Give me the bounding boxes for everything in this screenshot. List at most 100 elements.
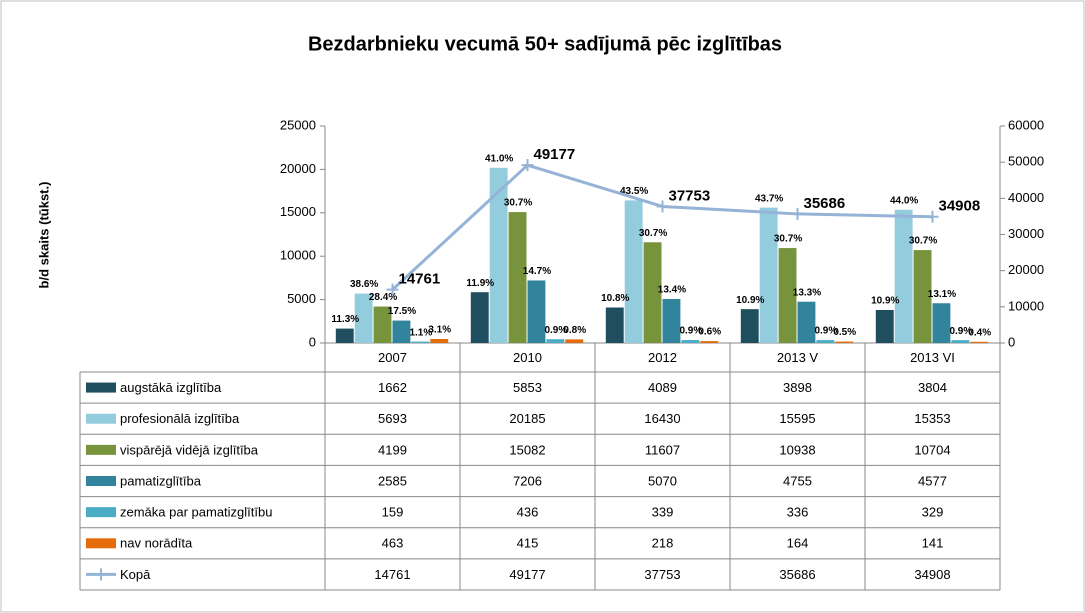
line-marker bbox=[386, 283, 399, 296]
table-cell: 15353 bbox=[914, 411, 950, 426]
legend-swatch bbox=[95, 568, 107, 581]
share-label: 14.7% bbox=[523, 266, 551, 277]
share-label: 3.1% bbox=[428, 325, 451, 336]
legend-label: profesionālā izglītība bbox=[120, 411, 240, 426]
bar bbox=[373, 306, 392, 343]
table-cell: 1662 bbox=[378, 380, 407, 395]
line-marker bbox=[791, 207, 804, 220]
share-label: 11.3% bbox=[331, 314, 359, 325]
table-cell: 11607 bbox=[645, 442, 680, 457]
table-cell: 4755 bbox=[783, 473, 812, 488]
share-label: 44.0% bbox=[890, 195, 918, 206]
table-cell: 3804 bbox=[918, 380, 947, 395]
share-label: 0.9% bbox=[679, 326, 702, 337]
bar bbox=[624, 200, 643, 343]
table-cell: 37753 bbox=[644, 567, 680, 582]
bar bbox=[875, 309, 894, 343]
bar bbox=[546, 339, 565, 343]
legend-swatch bbox=[86, 507, 116, 518]
share-label: 30.7% bbox=[504, 198, 532, 209]
legend-label: vispārējā vidējā izglītība bbox=[120, 442, 259, 457]
line-marker bbox=[521, 159, 534, 172]
table-cell: 141 bbox=[922, 536, 944, 551]
bar bbox=[894, 209, 913, 343]
line-marker bbox=[926, 210, 939, 223]
share-label: 0.9% bbox=[949, 326, 972, 337]
table-cell: 2585 bbox=[378, 473, 407, 488]
y-axis-label: b/d skaits (tūkst.) bbox=[36, 182, 51, 289]
bar bbox=[354, 293, 373, 343]
share-label: 30.7% bbox=[909, 236, 937, 247]
bar bbox=[740, 309, 759, 343]
share-label: 13.4% bbox=[658, 285, 686, 296]
bar bbox=[759, 207, 778, 343]
table-cell: 15082 bbox=[509, 442, 545, 457]
share-label: 0.4% bbox=[968, 327, 991, 338]
table-cell: 5853 bbox=[513, 380, 542, 395]
bar bbox=[913, 250, 932, 343]
y2-tick-label: 50000 bbox=[1008, 154, 1044, 169]
share-label: 0.5% bbox=[833, 327, 856, 338]
line-value-label: 14761 bbox=[399, 271, 441, 288]
bar bbox=[932, 303, 951, 343]
y2-tick-label: 30000 bbox=[1008, 226, 1044, 241]
share-label: 10.9% bbox=[736, 295, 764, 306]
table-cell: 7206 bbox=[513, 473, 542, 488]
x-tick-label: 2013 VI bbox=[910, 350, 955, 365]
table-cell: 10704 bbox=[914, 442, 950, 457]
bar bbox=[643, 242, 662, 343]
bar bbox=[527, 280, 546, 343]
table-cell: 4089 bbox=[648, 380, 677, 395]
legend-label: nav norādīta bbox=[120, 536, 193, 551]
table-cell: 339 bbox=[652, 505, 674, 520]
table-cell: 218 bbox=[652, 536, 674, 551]
bar bbox=[489, 167, 508, 343]
legend-swatch bbox=[86, 476, 116, 486]
share-label: 0.6% bbox=[698, 327, 721, 338]
line-value-label: 37753 bbox=[669, 187, 711, 204]
table-cell: 4199 bbox=[378, 442, 407, 457]
legend-label: zemāka par pamatizglītību bbox=[120, 505, 272, 520]
share-label: 41.0% bbox=[485, 153, 513, 164]
y2-tick-label: 40000 bbox=[1008, 190, 1044, 205]
bar bbox=[605, 307, 624, 343]
share-label: 43.7% bbox=[755, 193, 783, 204]
bar bbox=[392, 320, 411, 343]
bar bbox=[662, 298, 681, 343]
line-value-label: 49177 bbox=[534, 146, 576, 163]
share-label: 0.8% bbox=[563, 325, 586, 336]
table-cell: 329 bbox=[922, 505, 944, 520]
share-label: 13.1% bbox=[928, 289, 956, 300]
table-cell: 4577 bbox=[918, 473, 947, 488]
bar bbox=[430, 338, 449, 343]
legend-swatch bbox=[86, 382, 116, 393]
share-label: 1.1% bbox=[409, 327, 432, 338]
legend-label: augstākā izglītība bbox=[120, 380, 222, 395]
share-label: 0.9% bbox=[814, 326, 837, 337]
table-cell: 5693 bbox=[378, 411, 407, 426]
x-tick-label: 2013 V bbox=[777, 350, 819, 365]
table-cell: 16430 bbox=[644, 411, 680, 426]
table-cell: 49177 bbox=[509, 567, 545, 582]
bar bbox=[700, 341, 719, 343]
line-marker bbox=[656, 200, 669, 213]
chart-title: Bezdarbnieku vecumā 50+ sadījumā pēc izg… bbox=[308, 33, 782, 55]
share-label: 30.7% bbox=[639, 228, 667, 239]
bar bbox=[778, 248, 797, 343]
share-label: 10.9% bbox=[871, 296, 899, 307]
table-cell: 20185 bbox=[509, 411, 545, 426]
share-label: 30.7% bbox=[774, 234, 802, 245]
bar bbox=[335, 328, 354, 343]
table-cell: 436 bbox=[517, 505, 539, 520]
table-cell: 3898 bbox=[783, 380, 812, 395]
bar bbox=[797, 301, 816, 343]
y-tick-label: 20000 bbox=[280, 161, 316, 176]
table-cell: 10938 bbox=[779, 442, 815, 457]
share-label: 28.4% bbox=[369, 292, 397, 303]
line-value-label: 34908 bbox=[939, 198, 981, 215]
y-tick-label: 10000 bbox=[280, 248, 316, 263]
y2-tick-label: 60000 bbox=[1008, 117, 1044, 132]
bar bbox=[411, 341, 430, 343]
y2-tick-label: 0 bbox=[1008, 334, 1015, 349]
